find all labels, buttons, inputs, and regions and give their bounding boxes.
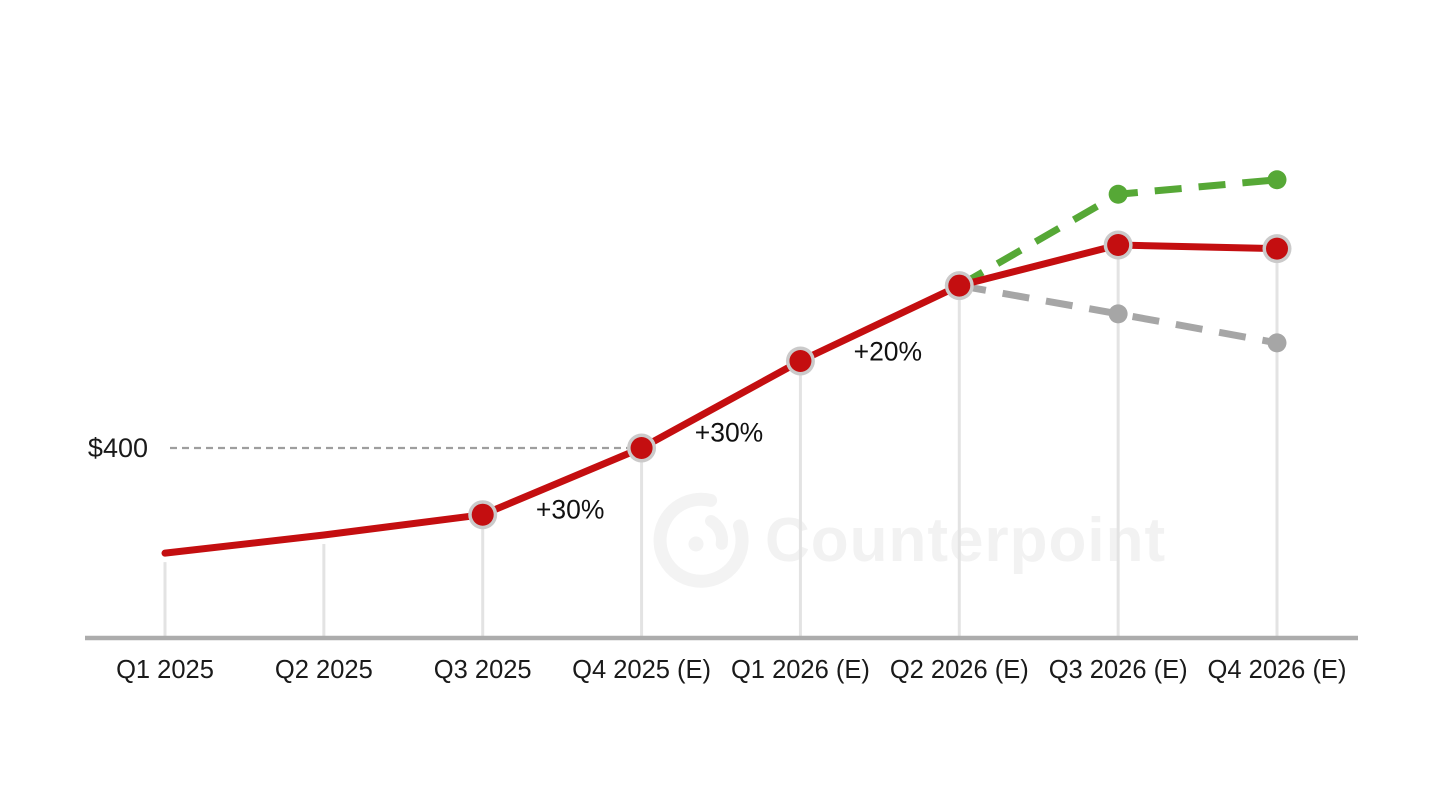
drop-lines-group <box>163 254 1279 636</box>
growth-labels-group: +30% +30% +20% <box>536 336 922 524</box>
x-axis-label: Q1 2025 <box>116 656 214 684</box>
x-axis-label: Q4 2025 (E) <box>572 656 711 684</box>
counterpoint-logo-icon <box>653 492 749 588</box>
base-marker <box>1265 237 1288 260</box>
x-axis-label: Q2 2025 <box>275 656 373 684</box>
base-markers-group <box>468 230 1292 530</box>
scenario-points-group <box>1108 170 1287 353</box>
watermark-text: Counterpoint <box>765 506 1166 575</box>
reference-line-group: $400 <box>88 433 642 463</box>
upside-point <box>1108 184 1128 204</box>
x-axis-label: Q2 2026 (E) <box>890 656 1029 684</box>
x-axis-labels-group: Q1 2025 Q2 2025 Q3 2025 Q4 2025 (E) Q1 2026 … <box>116 656 1346 684</box>
growth-label: +30% <box>695 418 764 448</box>
growth-label: +30% <box>536 494 605 524</box>
x-axis-label: Q3 2025 <box>434 656 532 684</box>
base-marker <box>471 503 494 526</box>
watermark: Counterpoint <box>653 492 1166 588</box>
x-axis-label: Q1 2026 (E) <box>731 656 870 684</box>
base-series-path <box>161 241 1281 557</box>
downside-point <box>1108 304 1128 324</box>
upside-point <box>1267 170 1287 190</box>
x-axis-label: Q4 2026 (E) <box>1208 656 1347 684</box>
reference-value-label: $400 <box>88 433 148 463</box>
logo-hook <box>705 515 728 550</box>
logo-dot <box>688 536 704 552</box>
base-marker <box>789 350 812 372</box>
downside-series-path <box>958 282 1278 347</box>
base-marker <box>948 274 971 297</box>
x-axis-label: Q3 2026 (E) <box>1049 656 1188 684</box>
growth-label: +20% <box>854 336 923 366</box>
downside-point <box>1267 333 1287 353</box>
base-marker <box>630 437 653 459</box>
base-marker <box>1107 234 1130 256</box>
logo-ring <box>653 492 749 588</box>
